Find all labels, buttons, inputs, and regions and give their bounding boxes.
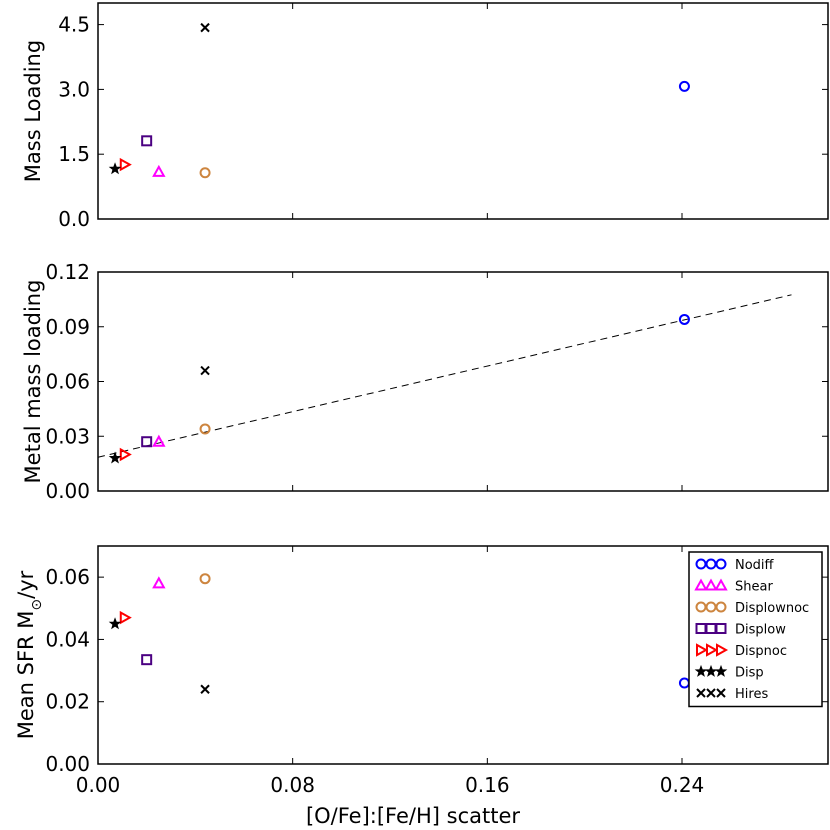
legend-label-displow: Displow	[735, 623, 786, 638]
y-tick-label: 0.00	[45, 752, 90, 776]
x-axis-label: [O/Fe]:[Fe/H] scatter	[306, 804, 520, 828]
point-displownoc	[199, 423, 211, 435]
point-displownoc	[199, 573, 211, 585]
y-tick-label: 0.0	[58, 207, 90, 231]
legend-label-dispnoc: Dispnoc	[735, 644, 787, 659]
legend-marker-shear	[704, 578, 718, 591]
y-tick-label: 0.06	[45, 565, 90, 589]
point-shear	[152, 164, 166, 177]
legend-marker-displownoc	[715, 601, 727, 613]
legend-label-disp: Disp	[735, 666, 764, 681]
y-tick-label: 0.12	[45, 260, 90, 284]
y-axis-label: Mass Loading	[21, 40, 45, 182]
legend-marker-dispnoc	[716, 643, 729, 657]
legend-marker-disp	[704, 664, 718, 677]
point-disp	[108, 162, 122, 175]
y-axis-label-unit: /yr	[14, 570, 38, 599]
x-tick-label: 0.00	[76, 773, 121, 797]
y-axis-label: Metal mass loading	[21, 280, 45, 484]
point-hires	[200, 684, 210, 694]
y-tick-label: 4.5	[58, 13, 90, 37]
point-nodiff	[678, 80, 690, 92]
x-tick-label: 0.16	[465, 773, 510, 797]
point-dispnoc	[119, 157, 132, 172]
y-tick-label: 0.06	[45, 370, 90, 394]
solar-symbol: ⊙	[29, 599, 45, 611]
point-displow	[141, 654, 153, 666]
legend-label-hires: Hires	[735, 687, 768, 702]
point-nodiff	[678, 677, 690, 689]
point-disp	[108, 617, 122, 630]
y-axis-label-main: Mean SFR M	[14, 611, 38, 740]
legend-marker-hires	[716, 688, 726, 698]
mass-loading-panel: 0.0 1.5 3.0 4.5 Mass Loading	[21, 2, 829, 231]
legend-marker-dispnoc	[706, 643, 719, 657]
x-tick-label: 0.08	[270, 773, 315, 797]
y-tick-label: 0.03	[45, 424, 90, 448]
point-shear	[152, 576, 166, 589]
legend-marker-disp	[714, 664, 728, 677]
legend-label-shear: Shear	[735, 580, 773, 595]
point-displow	[141, 436, 153, 448]
y-tick-label: 3.0	[58, 77, 90, 101]
legend-marker-hires	[706, 688, 716, 698]
axes-frame	[97, 545, 829, 765]
legend-label-displownoc: Displownoc	[735, 601, 809, 616]
fit-line	[97, 294, 792, 458]
point-dispnoc	[119, 447, 132, 462]
y-axis-label: Mean SFR M⊙/yr	[14, 570, 45, 739]
legend: Nodiff Shear Displownoc Displow Dispnoc Disp H…	[688, 551, 823, 708]
y-tick-label: 0.04	[45, 627, 90, 651]
legend-box	[688, 551, 823, 708]
legend-marker-shear	[714, 578, 728, 591]
point-dispnoc	[119, 610, 132, 625]
y-tick-label: 0.02	[45, 690, 90, 714]
y-tick-label: 0.09	[45, 315, 90, 339]
legend-marker-shear	[694, 578, 708, 591]
legend-label-nodiff: Nodiff	[735, 558, 775, 573]
legend-marker-displow	[715, 623, 727, 634]
x-tick-label: 0.24	[660, 773, 705, 797]
y-tick-label: 1.5	[58, 142, 90, 166]
legend-marker-hires	[696, 688, 706, 698]
point-hires	[200, 365, 210, 376]
point-hires	[200, 22, 210, 33]
axes-frame	[97, 271, 829, 492]
point-displow	[141, 135, 153, 147]
point-shear	[152, 434, 166, 447]
legend-marker-disp	[694, 664, 708, 677]
axes-frame	[97, 2, 829, 220]
point-displownoc	[199, 167, 211, 179]
legend-marker-dispnoc	[696, 643, 709, 657]
legend-marker-nodiff	[715, 558, 727, 570]
y-tick-label: 0.00	[45, 479, 90, 503]
point-nodiff	[678, 313, 690, 325]
point-disp	[108, 451, 122, 464]
